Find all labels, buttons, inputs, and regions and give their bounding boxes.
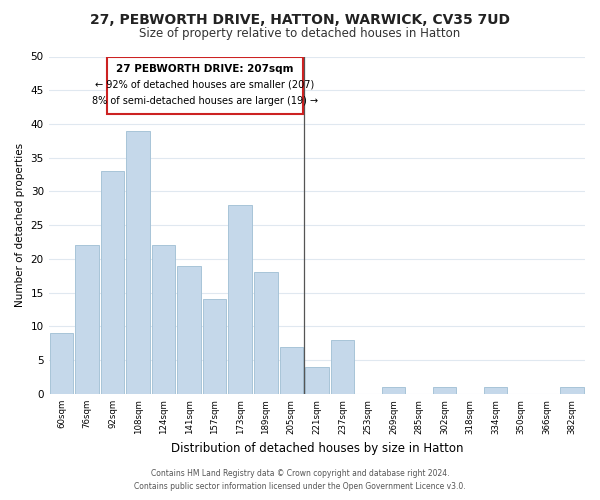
- Bar: [254, 272, 278, 394]
- Text: 27, PEBWORTH DRIVE, HATTON, WARWICK, CV35 7UD: 27, PEBWORTH DRIVE, HATTON, WARWICK, CV3…: [90, 12, 510, 26]
- Text: ← 92% of detached houses are smaller (207): ← 92% of detached houses are smaller (20…: [95, 80, 315, 90]
- Bar: [280, 346, 303, 394]
- Bar: [75, 246, 99, 394]
- Text: Size of property relative to detached houses in Hatton: Size of property relative to detached ho…: [139, 28, 461, 40]
- Text: 27 PEBWORTH DRIVE: 207sqm: 27 PEBWORTH DRIVE: 207sqm: [116, 64, 294, 74]
- Bar: [127, 130, 150, 394]
- Bar: [331, 340, 354, 394]
- Bar: [484, 387, 508, 394]
- Bar: [101, 171, 124, 394]
- Bar: [50, 333, 73, 394]
- Bar: [305, 367, 329, 394]
- X-axis label: Distribution of detached houses by size in Hatton: Distribution of detached houses by size …: [170, 442, 463, 455]
- Bar: [560, 387, 584, 394]
- Bar: [433, 387, 456, 394]
- Bar: [178, 266, 201, 394]
- Bar: [382, 387, 405, 394]
- Y-axis label: Number of detached properties: Number of detached properties: [15, 143, 25, 308]
- FancyBboxPatch shape: [107, 56, 303, 114]
- Bar: [229, 205, 252, 394]
- Bar: [152, 246, 175, 394]
- Text: 8% of semi-detached houses are larger (19) →: 8% of semi-detached houses are larger (1…: [92, 96, 318, 106]
- Bar: [203, 300, 226, 394]
- Text: Contains HM Land Registry data © Crown copyright and database right 2024.
Contai: Contains HM Land Registry data © Crown c…: [134, 470, 466, 491]
